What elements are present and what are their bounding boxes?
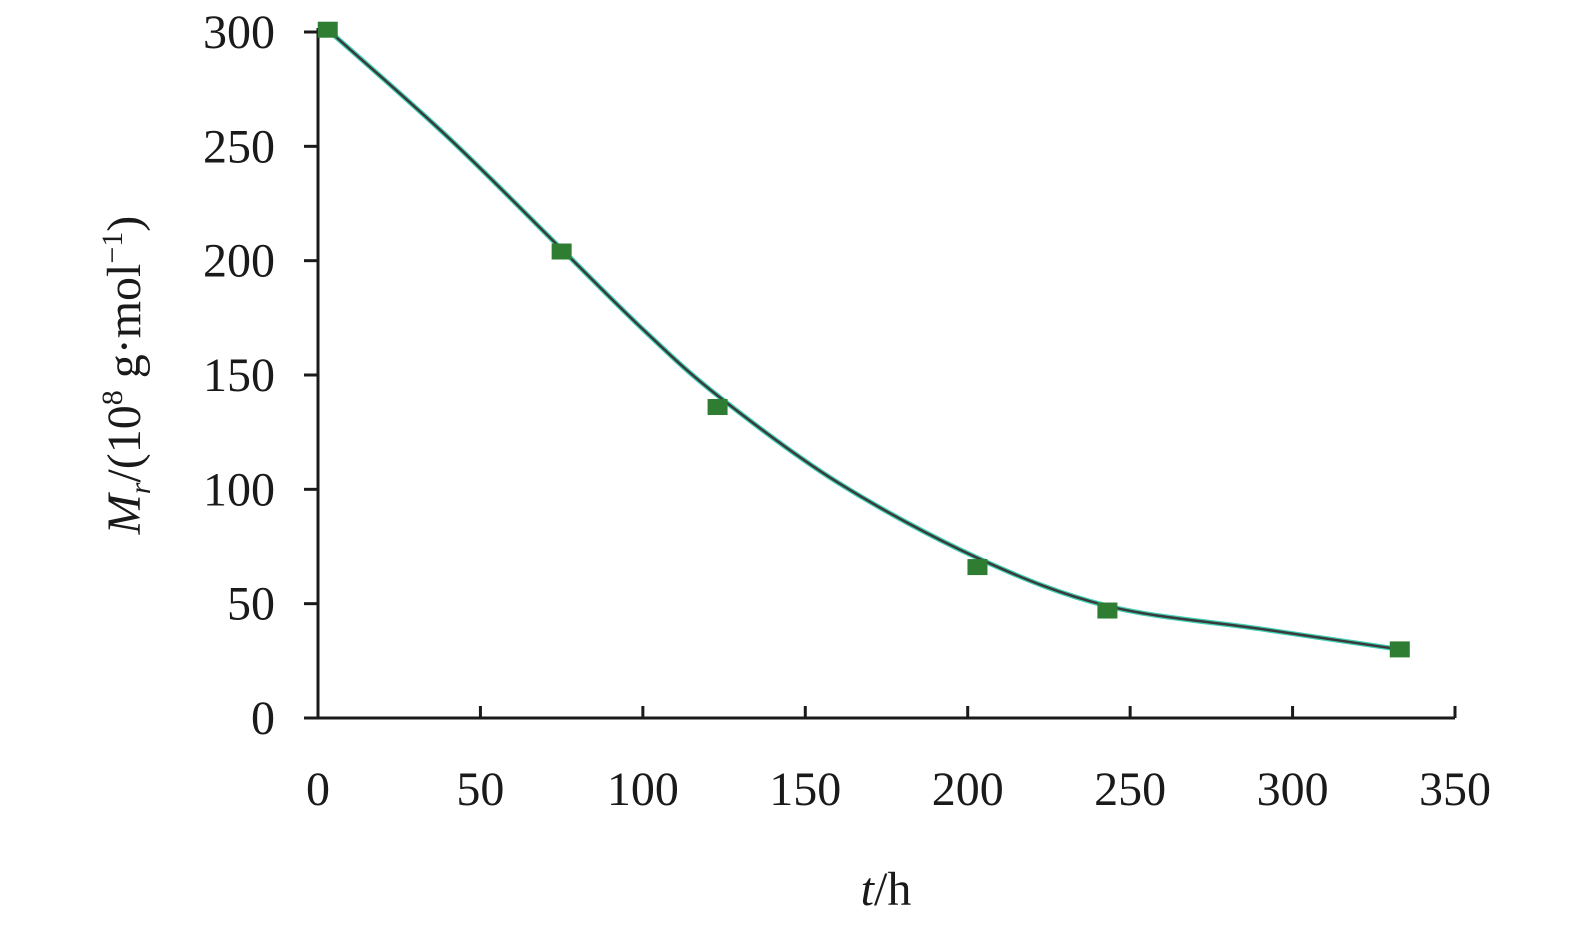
data-point-marker <box>1097 602 1118 619</box>
labels-layer: 0 50 100 150 200 250 300 0 50 100 150 200 250 300 350 t… <box>96 6 1491 916</box>
data-point-marker <box>967 559 988 576</box>
y-tick-label: 50 <box>227 578 275 631</box>
x-tick-label: 200 <box>932 763 1004 816</box>
x-tick-label: 150 <box>769 763 841 816</box>
y-axis-title: Mr/(108 g·mol−1) <box>96 216 157 536</box>
x-axis-title: t/h <box>861 863 912 916</box>
x-tick-label: 250 <box>1094 763 1166 816</box>
data-point-marker <box>707 399 728 416</box>
y-tick-label: 300 <box>203 6 275 59</box>
fit-curve <box>326 28 1400 651</box>
x-tick-label: 350 <box>1419 763 1491 816</box>
fit-curve-glow <box>326 27 1401 652</box>
fit-curve-layer <box>326 27 1401 652</box>
y-tick-label: 150 <box>203 349 275 402</box>
x-tick-label: 300 <box>1257 763 1329 816</box>
y-tick-label: 250 <box>203 120 275 173</box>
y-tick-label: 0 <box>251 692 275 745</box>
data-point-marker <box>317 21 338 38</box>
data-point-marker <box>551 243 572 260</box>
x-tick-label: 0 <box>306 763 330 816</box>
data-point-marker <box>1389 641 1410 658</box>
x-tick-label: 100 <box>607 763 679 816</box>
y-tick-label: 100 <box>203 463 275 516</box>
y-tick-label: 200 <box>203 235 275 288</box>
markers-layer <box>317 21 1410 658</box>
axes-layer <box>304 28 1457 720</box>
x-tick-label: 50 <box>456 763 504 816</box>
